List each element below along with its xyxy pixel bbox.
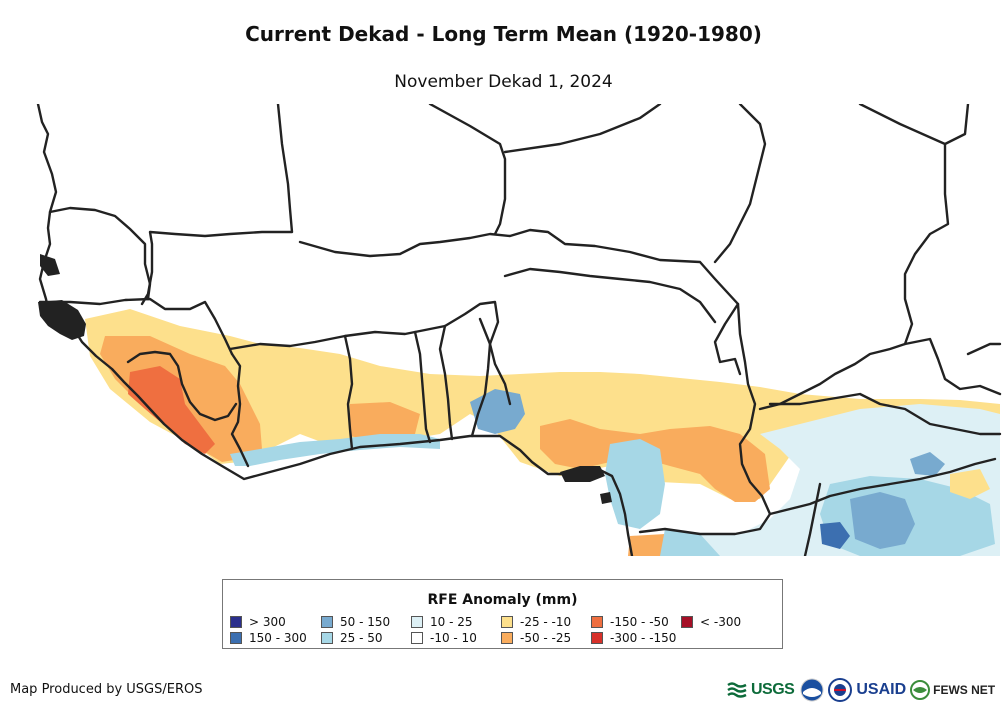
legend-swatch	[230, 632, 242, 644]
border-senegal	[48, 206, 152, 301]
legend-label: -25 - -10	[520, 615, 572, 629]
border-cameroon	[638, 302, 772, 536]
legend-swatch	[321, 632, 333, 644]
border-chad	[758, 104, 950, 411]
anomaly-wet-coast-liberia	[230, 434, 440, 466]
border-congo	[768, 457, 997, 516]
anomaly-map	[36, 104, 1002, 556]
border-nigeria	[470, 317, 492, 438]
anomaly-wet-cameroon	[605, 439, 665, 529]
border-ivory-coast	[230, 352, 250, 468]
legend-item: -300 - -150	[591, 631, 676, 645]
legend-swatch	[501, 616, 513, 628]
legend-swatch	[591, 632, 603, 644]
legend-item: 50 - 150	[321, 615, 390, 629]
legend-swatch	[501, 632, 513, 644]
border-benin	[438, 324, 454, 441]
map-title: Current Dekad - Long Term Mean (1920-198…	[245, 22, 762, 46]
nasa-seal-icon	[828, 678, 853, 702]
border-niger-south	[503, 267, 717, 324]
legend-label: -150 - -50	[610, 615, 669, 629]
anomaly-wet-east	[910, 452, 945, 476]
border-liberia	[126, 350, 238, 422]
legend-label: -50 - -25	[520, 631, 572, 645]
legend-swatch	[230, 616, 242, 628]
legend-swatch	[411, 616, 423, 628]
border-car	[768, 392, 1002, 436]
anomaly-moderate-dry-ivory	[350, 402, 420, 442]
usaid-logo: USAID	[856, 681, 907, 698]
border-niger-libya	[713, 104, 767, 264]
anomaly-wet-congo-2	[850, 492, 915, 549]
guinea-bissau-coast	[38, 300, 86, 340]
border-togo	[413, 330, 432, 444]
border-chad-north	[943, 104, 970, 146]
legend-swatch	[591, 616, 603, 628]
legend-swatch	[321, 616, 333, 628]
noaa-logo-icon	[800, 678, 824, 702]
anomaly-strong-dry-sierra-leone	[128, 366, 215, 454]
legend-item: -50 - -25	[501, 631, 571, 645]
anomaly-wet-gabon	[660, 529, 720, 556]
legend-swatch	[411, 632, 423, 644]
bioko-island	[600, 492, 612, 504]
fews-globe-icon	[910, 680, 931, 700]
legend-label: 10 - 25	[430, 615, 473, 629]
legend-label: -300 - -150	[610, 631, 677, 645]
border-congo-south	[803, 482, 822, 556]
legend-label: < -300	[700, 615, 742, 629]
legend-item: -150 - -50	[591, 615, 669, 629]
anomaly-dry-east-patch	[950, 469, 990, 499]
gambia-river	[40, 254, 60, 276]
border-mauritania-mali	[140, 104, 294, 306]
border-ghana-west	[343, 334, 354, 451]
usgs-logo: USGS	[751, 681, 795, 698]
legend-label: 25 - 50	[340, 631, 383, 645]
legend-label: 150 - 300	[249, 631, 307, 645]
anomaly-fills	[85, 309, 1000, 556]
coastline-west	[36, 104, 634, 556]
anomaly-wet-congo-3	[820, 522, 850, 549]
legend-label: -10 - 10	[430, 631, 477, 645]
legend-title: RFE Anomaly (mm)	[427, 592, 578, 608]
legend-item: -25 - -10	[501, 615, 571, 629]
legend-label: > 300	[249, 615, 286, 629]
legend-item: 25 - 50	[321, 631, 383, 645]
legend-item: < -300	[681, 615, 741, 629]
partner-logos: USGS USAID FEWS NET	[727, 677, 995, 703]
legend-item: > 300	[230, 615, 286, 629]
border-mali-burkina	[298, 228, 742, 376]
border-algeria-niger	[503, 104, 662, 154]
anomaly-dry-band	[85, 309, 1000, 499]
legend: RFE Anomaly (mm) > 300 150 - 300 50 - 15…	[222, 579, 783, 649]
usgs-wave-icon	[727, 682, 747, 698]
fews-net-logo: FEWS NET	[933, 683, 996, 697]
map-credit: Map Produced by USGS/EROS	[10, 682, 203, 697]
border-east-gap	[966, 342, 1002, 356]
legend-item: 10 - 25	[411, 615, 473, 629]
legend-item: -10 - 10	[411, 631, 477, 645]
border-libya-algeria	[428, 104, 507, 236]
map-subtitle: November Dekad 1, 2024	[394, 72, 613, 92]
anomaly-moderate-dry-gabon	[628, 534, 665, 556]
niger-delta-coast	[560, 466, 605, 482]
border-guinea-north	[38, 297, 234, 356]
legend-label: 50 - 150	[340, 615, 391, 629]
border-sudan	[903, 337, 1002, 396]
legend-item: 150 - 300	[230, 631, 307, 645]
country-borders	[36, 104, 1002, 556]
legend-swatch	[681, 616, 693, 628]
